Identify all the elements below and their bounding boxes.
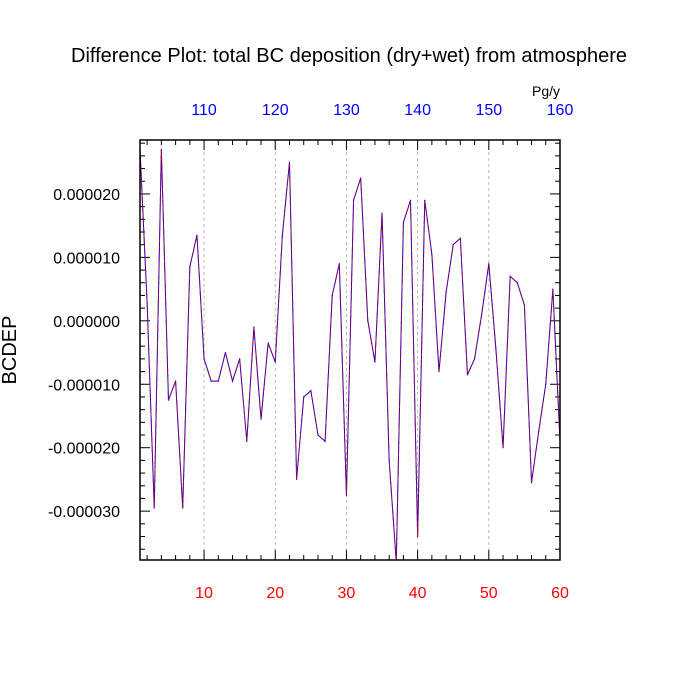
data-point	[431, 253, 433, 255]
data-point	[239, 358, 241, 360]
data-point	[473, 358, 476, 360]
y-tick-label: 0.000020	[53, 187, 120, 204]
data-point	[417, 535, 419, 538]
series-line-red-dashed	[140, 149, 560, 560]
top-tick-label: 130	[333, 102, 360, 119]
data-point	[452, 244, 454, 246]
data-point	[167, 399, 170, 401]
data-point	[246, 440, 248, 442]
top-tick-label: 110	[191, 102, 217, 119]
data-point	[310, 390, 312, 392]
data-point	[459, 237, 461, 239]
x-tick-label: 10	[195, 585, 213, 602]
data-point	[530, 482, 533, 484]
data-point	[224, 351, 227, 354]
data-point	[196, 234, 198, 236]
data-point	[445, 291, 447, 293]
data-point	[146, 302, 148, 304]
data-series	[140, 148, 560, 562]
data-point	[360, 177, 362, 179]
grid-lines	[203, 140, 490, 560]
y-tick-label: -0.000020	[48, 441, 120, 458]
data-point	[516, 282, 518, 284]
data-point	[160, 148, 162, 151]
top-tick-label: 120	[262, 102, 289, 119]
data-point	[409, 199, 412, 201]
data-point	[324, 440, 326, 442]
data-point	[381, 212, 383, 214]
data-point	[182, 507, 184, 509]
data-point	[231, 380, 234, 382]
data-point	[388, 459, 390, 461]
y-tick-label: 0.000000	[53, 314, 120, 331]
bottom-tick-labels: 10 20 30 40 50 60	[195, 585, 569, 602]
data-point	[509, 275, 511, 277]
data-point	[260, 418, 262, 420]
data-point	[402, 221, 404, 224]
y-axis-label: BCDEP	[0, 316, 21, 385]
data-point	[396, 561, 397, 562]
x-tick-label: 50	[480, 585, 498, 602]
top-tick-label: 150	[475, 102, 502, 119]
y-tick-label: 0.000010	[53, 250, 120, 267]
x-tick-label: 20	[266, 585, 284, 602]
data-point	[296, 478, 298, 481]
data-point	[189, 266, 191, 268]
data-point	[367, 320, 369, 322]
data-point	[267, 342, 269, 344]
data-point	[281, 234, 283, 236]
data-point	[523, 304, 526, 306]
data-point	[352, 199, 355, 201]
data-point	[545, 383, 547, 385]
x-tick-label: 60	[551, 585, 569, 602]
chart-title: Difference Plot: total BC deposition (dr…	[71, 45, 627, 67]
data-point	[538, 431, 540, 433]
top-tick-label: 140	[404, 102, 431, 119]
data-point	[424, 199, 426, 201]
data-point	[303, 396, 305, 398]
data-point	[495, 348, 497, 350]
data-point	[317, 434, 319, 436]
top-tick-label: 160	[547, 102, 574, 119]
data-point	[488, 263, 490, 265]
data-point	[217, 380, 219, 382]
top-tick-labels: 110 120 130 140 150 160	[191, 102, 573, 119]
plot-frame	[139, 139, 561, 561]
data-point	[438, 370, 440, 373]
series-line-blue	[140, 149, 560, 560]
data-point	[502, 447, 504, 449]
data-point	[338, 263, 340, 265]
data-point	[210, 380, 212, 382]
data-point	[274, 361, 276, 363]
x-tick-label: 40	[409, 585, 427, 602]
data-point	[153, 507, 155, 509]
data-point	[331, 294, 333, 297]
data-point	[466, 374, 469, 376]
data-point	[203, 358, 205, 360]
data-point	[552, 288, 554, 290]
data-point	[345, 494, 348, 496]
data-point	[374, 361, 376, 363]
y-tick-label: -0.000010	[48, 377, 120, 394]
left-tick-labels: 0.000020 0.000010 0.000000 -0.000010 -0.0000…	[48, 187, 120, 521]
data-point	[174, 380, 177, 382]
data-point	[288, 161, 291, 163]
data-point	[253, 326, 255, 328]
data-point	[481, 313, 483, 316]
x-tick-label: 30	[338, 585, 356, 602]
top-axis-unit: Pg/y	[532, 83, 560, 99]
axis-ticks	[140, 140, 561, 560]
y-tick-label: -0.000030	[48, 504, 120, 521]
